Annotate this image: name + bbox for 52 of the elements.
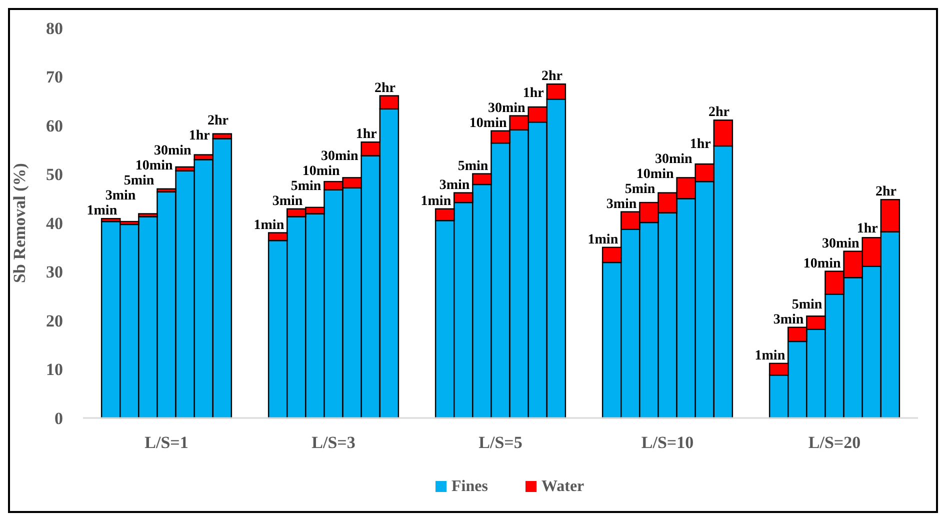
y-tick-label: 10 — [46, 360, 63, 380]
x-tick-label: L/S=10 — [641, 433, 694, 452]
annotation: 30min — [154, 144, 192, 159]
legend-label: Water — [542, 478, 584, 495]
legend-label: Fines — [452, 478, 488, 495]
y-tick-label: 40 — [46, 214, 63, 233]
y-tick-label: 50 — [46, 165, 63, 184]
y-axis-title: Sb Removal (%) — [10, 163, 29, 283]
annotation: 3min — [606, 196, 637, 212]
annotation: 30min — [488, 100, 526, 116]
annotation: 2hr — [374, 80, 396, 96]
annotation: 30min — [320, 148, 359, 164]
annotation: 3min — [773, 312, 804, 328]
annotation: 1min — [754, 348, 786, 364]
x-tick-label: L/S=3 — [312, 433, 356, 452]
annotation: 10min — [135, 158, 173, 174]
annotation: 3min — [439, 178, 470, 193]
annotation: 5min — [624, 182, 656, 197]
x-tick-label: L/S=5 — [478, 433, 522, 452]
x-tick-label: L/S=20 — [808, 433, 861, 452]
x-tick-label: L/S=1 — [144, 433, 188, 452]
y-tick-label: 30 — [46, 262, 63, 282]
annotation: 1min — [588, 232, 618, 248]
annotation: 1hr — [356, 127, 377, 142]
annotation: 1hr — [188, 128, 210, 144]
annotation: 30min — [822, 236, 860, 252]
annotation: 30min — [654, 152, 693, 167]
annotation: 10min — [636, 166, 674, 182]
annotation: 1hr — [856, 221, 878, 236]
annotation: 5min — [792, 297, 822, 312]
annotation: 10min — [302, 164, 340, 179]
annotation: 10min — [803, 256, 841, 272]
annotation: 3min — [105, 188, 136, 204]
annotation: 2hr — [207, 114, 228, 129]
y-tick-label: 60 — [46, 116, 63, 136]
annotation: 5min — [290, 178, 322, 194]
annotation: 1min — [254, 218, 284, 233]
annotation: 10min — [469, 116, 507, 131]
annotation: 1min — [420, 194, 452, 209]
annotation: 2hr — [541, 69, 562, 84]
annotation: 1hr — [522, 86, 544, 101]
annotation: 5min — [458, 158, 488, 174]
annotation: 2hr — [875, 184, 896, 200]
annotation: 1min — [86, 204, 118, 219]
y-tick-label: 80 — [46, 18, 63, 38]
y-tick-label: 20 — [46, 311, 63, 330]
annotation: 5min — [124, 174, 154, 189]
annotation: 1hr — [690, 136, 711, 152]
annotation: 3min — [272, 194, 303, 209]
y-tick-label: 70 — [46, 68, 63, 87]
y-tick-label: 0 — [54, 408, 63, 428]
annotation: 2hr — [708, 105, 730, 120]
